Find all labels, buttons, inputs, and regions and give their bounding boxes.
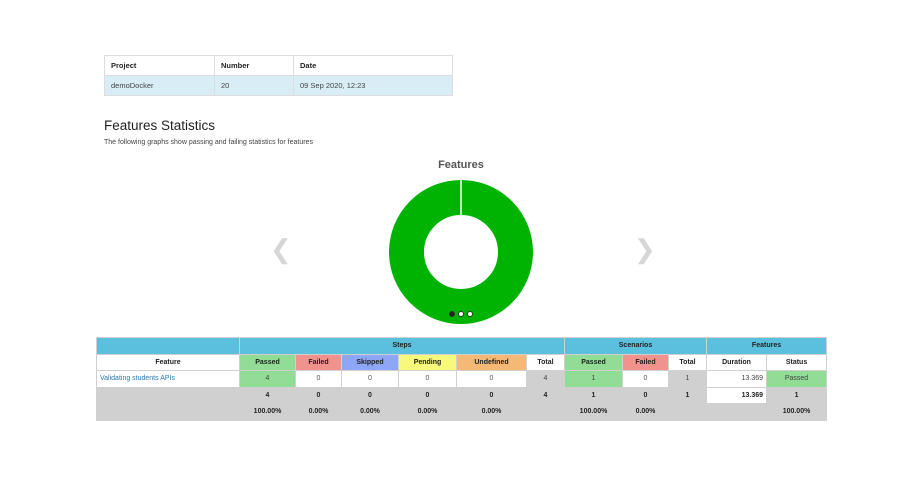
duration-header[interactable]: Duration bbox=[706, 353, 768, 371]
scenarios-failed-cell: 0 bbox=[622, 370, 669, 388]
date-header: Date bbox=[293, 55, 453, 76]
status-badge: Passed bbox=[766, 370, 828, 388]
pct-steps-total bbox=[526, 403, 565, 421]
steps-undefined-header[interactable]: Undefined bbox=[456, 353, 527, 371]
scenarios-passed-header[interactable]: Passed bbox=[564, 353, 623, 371]
column-header-row: Feature Passed Failed Skipped Pending Un… bbox=[96, 353, 828, 371]
project-header: Project bbox=[104, 55, 215, 76]
total-steps-undefined: 0 bbox=[456, 386, 527, 404]
total-duration: 13.369 bbox=[706, 386, 768, 404]
steps-skipped-header[interactable]: Skipped bbox=[341, 353, 399, 371]
total-steps-passed: 4 bbox=[239, 386, 296, 404]
features-group-header: Features bbox=[706, 337, 828, 355]
total-steps-failed: 0 bbox=[295, 386, 342, 404]
steps-group-header: Steps bbox=[239, 337, 565, 355]
section-title: Features Statistics bbox=[104, 118, 216, 133]
carousel-dot-3[interactable] bbox=[467, 311, 473, 317]
pct-scenarios-total bbox=[667, 403, 708, 421]
pct-duration bbox=[706, 403, 768, 421]
pct-scenarios-failed: 0.00% bbox=[622, 403, 669, 421]
section-description: The following graphs show passing and fa… bbox=[104, 139, 313, 146]
pct-steps-pending: 0.00% bbox=[398, 403, 457, 421]
status-header[interactable]: Status bbox=[766, 353, 828, 371]
totals-row: 4 0 0 0 0 4 1 0 1 13.369 1 bbox=[96, 386, 828, 404]
steps-total-header[interactable]: Total bbox=[526, 353, 565, 371]
steps-skipped-cell: 0 bbox=[341, 370, 399, 388]
total-scenarios-passed: 1 bbox=[564, 386, 623, 404]
percentages-row: 100.00% 0.00% 0.00% 0.00% 0.00% 100.00% … bbox=[96, 403, 828, 421]
steps-total-cell: 4 bbox=[526, 370, 565, 388]
project-value: demoDocker bbox=[104, 75, 215, 96]
number-header: Number bbox=[214, 55, 294, 76]
carousel-dot-1[interactable] bbox=[449, 311, 455, 317]
pct-steps-skipped: 0.00% bbox=[341, 403, 399, 421]
pct-scenarios-passed: 100.00% bbox=[564, 403, 623, 421]
group-empty bbox=[96, 337, 240, 355]
total-steps-skipped: 0 bbox=[341, 386, 399, 404]
steps-pending-cell: 0 bbox=[398, 370, 457, 388]
total-steps-pending: 0 bbox=[398, 386, 457, 404]
steps-passed-header[interactable]: Passed bbox=[239, 353, 296, 371]
percentages-label bbox=[96, 403, 240, 421]
scenarios-group-header: Scenarios bbox=[563, 337, 708, 355]
total-steps-total: 4 bbox=[526, 386, 565, 404]
chevron-right-icon[interactable]: ❯ bbox=[634, 234, 656, 264]
chart-title: Features bbox=[438, 159, 484, 171]
pct-steps-undefined: 0.00% bbox=[456, 403, 527, 421]
date-value: 09 Sep 2020, 12:23 bbox=[293, 75, 453, 96]
project-info-header-row: Project Number Date bbox=[104, 55, 453, 76]
total-features-status: 1 bbox=[766, 386, 828, 404]
steps-failed-header[interactable]: Failed bbox=[295, 353, 342, 371]
chevron-left-icon[interactable]: ❮ bbox=[270, 234, 292, 264]
steps-pending-header[interactable]: Pending bbox=[398, 353, 457, 371]
total-scenarios-total: 1 bbox=[667, 386, 708, 404]
scenarios-total-header[interactable]: Total bbox=[667, 353, 708, 371]
features-donut-chart[interactable] bbox=[388, 179, 534, 325]
project-info-row: demoDocker 20 09 Sep 2020, 12:23 bbox=[104, 75, 453, 96]
scenarios-passed-cell: 1 bbox=[564, 370, 623, 388]
total-scenarios-failed: 0 bbox=[622, 386, 669, 404]
totals-label bbox=[96, 386, 240, 404]
pct-steps-passed: 100.00% bbox=[239, 403, 296, 421]
number-value: 20 bbox=[214, 75, 294, 96]
steps-passed-cell: 4 bbox=[239, 370, 296, 388]
scenarios-total-cell: 1 bbox=[667, 370, 708, 388]
project-info-table: Project Number Date demoDocker 20 09 Sep… bbox=[104, 55, 453, 96]
feature-column-header[interactable]: Feature bbox=[96, 353, 240, 371]
pct-steps-failed: 0.00% bbox=[295, 403, 342, 421]
steps-failed-cell: 0 bbox=[295, 370, 342, 388]
feature-link[interactable]: Validating students APIs bbox=[96, 370, 240, 388]
group-header-row: Steps Scenarios Features bbox=[96, 337, 828, 355]
scenarios-failed-header[interactable]: Failed bbox=[622, 353, 669, 371]
pct-features-status: 100.00% bbox=[766, 403, 828, 421]
table-row: Validating students APIs 4 0 0 0 0 4 1 0… bbox=[96, 370, 828, 388]
carousel-dot-2[interactable] bbox=[458, 311, 464, 317]
carousel-indicators bbox=[449, 311, 473, 317]
steps-undefined-cell: 0 bbox=[456, 370, 527, 388]
duration-cell: 13.369 bbox=[706, 370, 768, 388]
feature-statistics-table: Steps Scenarios Features Feature Passed … bbox=[96, 337, 828, 421]
